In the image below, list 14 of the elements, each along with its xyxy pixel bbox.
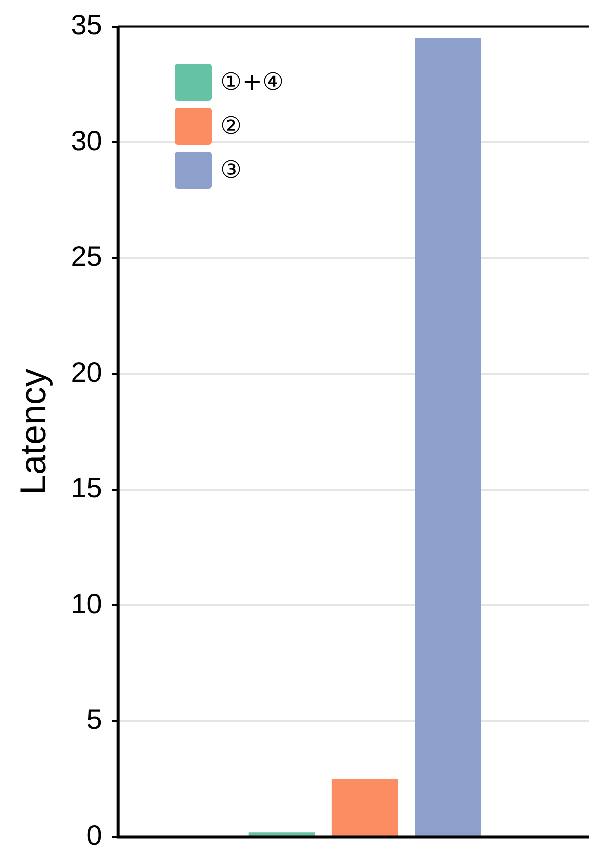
y-tick-label: 10 xyxy=(71,588,102,620)
bar xyxy=(415,38,482,836)
legend-label: ①+④ xyxy=(220,67,284,98)
y-tick-label: 0 xyxy=(86,820,102,851)
y-tick-label: 20 xyxy=(71,356,102,388)
y-tick-label: 25 xyxy=(71,241,102,272)
y-tick-label: 15 xyxy=(71,472,102,504)
y-axis-title: Latency xyxy=(12,368,54,496)
y-tick-label: 35 xyxy=(71,10,102,41)
bar xyxy=(332,779,398,836)
y-tick-label: 30 xyxy=(71,125,102,156)
legend-label: ② xyxy=(220,111,242,142)
y-tick-label: 5 xyxy=(86,704,102,736)
legend-label: ③ xyxy=(220,155,242,186)
